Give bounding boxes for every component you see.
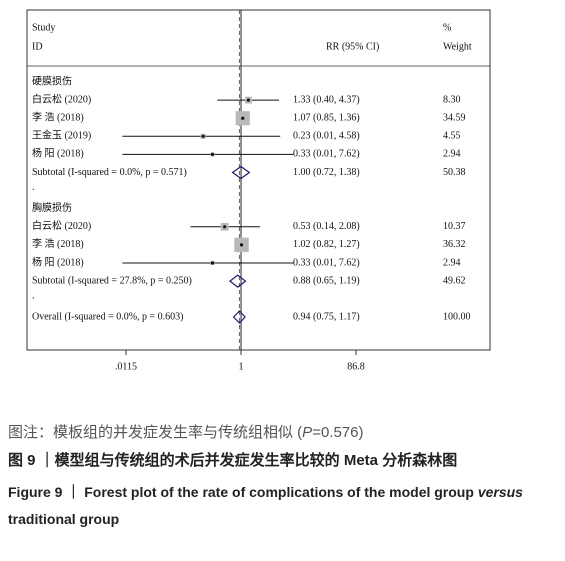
weight-label: 36.32 [443,239,466,250]
header-effect: RR (95% CI) [326,41,379,52]
header-weight: Weight [443,41,472,52]
row-label: 杨 阳 (2018) [32,255,84,268]
point-estimate [223,225,227,229]
header-id: ID [32,41,43,52]
pooled-diamond [231,165,251,180]
group-title: 硬膜损伤 [32,74,72,87]
row-label: Subtotal (I-squared = 27.8%, p = 0.250) [32,275,192,286]
ci-label: 1.33 (0.40, 4.37) [293,94,360,105]
title-en-text: Figure 9 ｜ Forest plot of the rate of co… [8,484,478,500]
row-label: 李 浩 (2018) [32,237,84,250]
weight-label: 10.37 [443,221,466,232]
row-label: Subtotal (I-squared = 0.0%, p = 0.571) [32,167,187,178]
row-label: 杨 阳 (2018) [32,147,84,160]
separator: . [32,290,35,301]
ci-label: 0.33 (0.01, 7.62) [293,257,360,268]
header-pct: % [443,22,451,33]
point-estimate [210,152,215,156]
point-estimate [239,243,244,247]
row-label: 李 浩 (2018) [32,110,84,123]
caption-title-en: Figure 9 ｜ Forest plot of the rate of co… [8,479,558,533]
weight-label: 100.00 [443,311,471,322]
row-label: 白云松 (2020) [32,92,91,105]
title-en-italic: versus [477,484,523,500]
weight-label: 2.94 [443,149,461,160]
ci-label: 0.23 (0.01, 4.58) [293,131,360,142]
forest-plot: Study ID RR (95% CI) % Weight .0115 1 86.8… [26,9,491,372]
separator: . [32,182,35,193]
ci-label: 1.02 (0.82, 1.27) [293,239,360,250]
weight-label: 4.55 [443,131,461,142]
note-p: P [302,424,313,441]
ci-label: 0.88 (0.65, 1.19) [293,275,360,286]
caption-title-cn: 图 9 ｜模型组与传统组的术后并发症发生率比较的 Meta 分析森林图 [8,452,458,469]
x-tick-label: 86.8 [347,361,365,372]
ci-label: 1.07 (0.85, 1.36) [293,112,360,123]
pooled-diamond [232,310,246,324]
weight-label: 49.62 [443,275,466,286]
ci-label: 0.33 (0.01, 7.62) [293,149,360,160]
pooled-diamond [228,274,247,288]
x-tick-label: .0115 [115,361,137,372]
row-label: 白云松 (2020) [32,219,91,232]
point-estimate [241,116,245,120]
weight-label: 2.94 [443,257,461,268]
ci-label: 0.94 (0.75, 1.17) [293,311,360,322]
row-label: 王金玉 (2019) [32,129,91,142]
caption-note: 图注：模板组的并发症发生率与传统组相似 (P=0.576) [8,421,558,442]
point-estimate [210,261,215,265]
note-text: 图注：模板组的并发症发生率与传统组相似 ( [8,424,303,441]
weight-label: 8.30 [443,94,461,105]
header-study: Study [32,22,55,33]
note-rest: =0.576) [312,424,364,441]
point-estimate [201,134,205,138]
group-title: 胸膜损伤 [32,201,72,214]
point-estimate [246,98,250,102]
plot-frame [26,9,491,351]
title-en-rest: traditional group [8,511,120,527]
x-tick-label: 1 [239,361,244,372]
ci-label: 1.00 (0.72, 1.38) [293,167,360,178]
ci-label: 0.53 (0.14, 2.08) [293,221,360,232]
weight-label: 34.59 [443,112,466,123]
row-label: Overall (I-squared = 0.0%, p = 0.603) [32,311,184,322]
weight-label: 50.38 [443,167,466,178]
